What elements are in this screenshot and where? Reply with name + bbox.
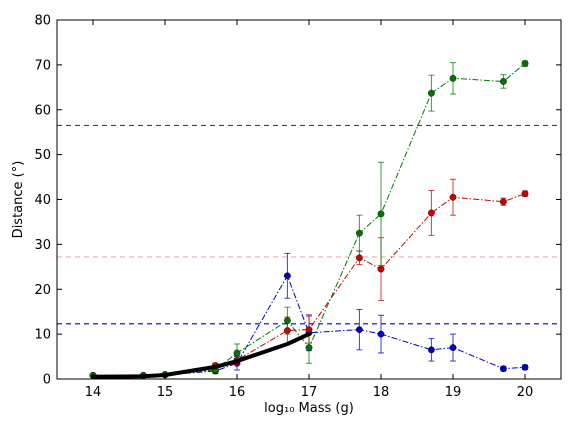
x-axis-label: log₁₀ Mass (g) (264, 401, 354, 416)
series-1-point-10 (449, 193, 457, 201)
reference-lines (57, 124, 561, 325)
series-0-point-7 (355, 326, 363, 334)
x-tick-label-6: 20 (517, 385, 534, 400)
y-tick-label-5: 50 (34, 148, 51, 163)
y-tick-label-7: 70 (34, 58, 51, 73)
series-0-point-5 (283, 272, 291, 280)
x-tick-label-2: 16 (229, 385, 246, 400)
series-2-point-7 (355, 229, 363, 237)
y-tick-label-8: 80 (34, 14, 51, 29)
y-axis-label: Distance (°) (11, 161, 26, 239)
x-tick-label-4: 18 (373, 385, 390, 400)
series-1-point-7 (355, 254, 363, 262)
series-1-point-8 (377, 265, 385, 273)
series-0-point-9 (427, 346, 435, 354)
x-tick-label-3: 17 (301, 385, 318, 400)
y-tick-label-3: 30 (34, 238, 51, 253)
y-tick-label-2: 20 (34, 283, 51, 298)
x-tick-label-5: 19 (445, 385, 462, 400)
series-0-point-11 (499, 365, 507, 373)
y-tick-label-0: 0 (43, 373, 51, 388)
series-2-point-11 (499, 78, 507, 85)
series-2-point-5 (283, 317, 291, 325)
series-2-point-12 (521, 60, 529, 67)
series-2-point-9 (427, 89, 435, 97)
y-tick-label-1: 10 (34, 328, 51, 343)
x-axis-ticks: 14 15 16 17 18 19 20 (85, 20, 534, 400)
series-1-point-9 (427, 209, 435, 217)
series-2-point-6 (305, 344, 313, 351)
series-2-point-8 (377, 210, 385, 218)
series-0-point-10 (449, 344, 457, 351)
series-layer (89, 60, 529, 379)
series-0-point-12 (521, 363, 529, 371)
series-2-point-10 (449, 74, 457, 82)
series-0-point-8 (377, 330, 385, 338)
reference-curve (91, 332, 311, 379)
x-tick-label-0: 14 (85, 385, 102, 400)
series-1-point-11 (499, 198, 507, 206)
y-tick-label-4: 40 (34, 193, 51, 208)
y-tick-label-6: 60 (34, 103, 51, 118)
y-axis-ticks: 0 10 20 30 40 50 60 70 80 (34, 14, 561, 388)
series-1-point-12 (521, 190, 529, 198)
reference-curve-layer (91, 332, 311, 379)
x-tick-label-1: 15 (157, 385, 174, 400)
series-2-point-4 (233, 349, 241, 357)
